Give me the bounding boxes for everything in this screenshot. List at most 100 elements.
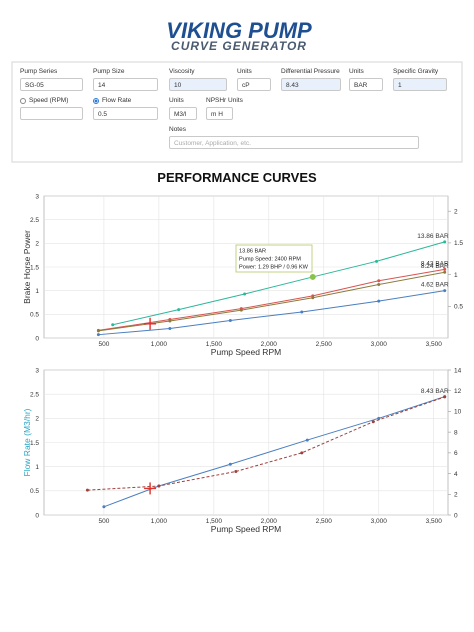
data-point xyxy=(168,327,172,331)
field-label: Pump Size xyxy=(93,68,125,75)
notes-input[interactable]: Customer, Application, etc. xyxy=(169,136,419,149)
tooltip-line: 13.86 BAR xyxy=(239,249,266,255)
data-point xyxy=(443,270,447,274)
data-point xyxy=(375,259,379,263)
y2-tick-label: 4 xyxy=(454,471,458,478)
viscosity-input[interactable]: 10 xyxy=(169,78,227,91)
y2-tick-label: 14 xyxy=(454,367,462,374)
pump-size-input[interactable]: 14 xyxy=(93,78,158,91)
y2-tick-label: 1 xyxy=(454,272,458,279)
series-label: 8.43 BAR xyxy=(421,260,449,267)
y-tick-label: 2 xyxy=(35,416,39,423)
y-tick-label: 1.5 xyxy=(30,264,39,271)
y-axis-title: Brake Horse Power xyxy=(22,230,32,304)
data-point xyxy=(377,416,381,420)
brand-logo: VIKING PUMP xyxy=(166,18,312,43)
radio-label: Speed (RPM) xyxy=(29,97,69,104)
pump-series-input[interactable]: SG-05 xyxy=(20,78,83,91)
x-tick-label: 1,500 xyxy=(206,518,223,525)
tooltip-line: Power: 1.29 BHP / 0.96 KW xyxy=(239,265,309,271)
data-point xyxy=(228,462,232,466)
y-tick-label: 0 xyxy=(35,335,39,342)
brand-subtitle: CURVE GENERATOR xyxy=(171,39,307,53)
section-title: PERFORMANCE CURVES xyxy=(157,170,317,185)
x-tick-label: 2,500 xyxy=(316,518,333,525)
series-label: 4.62 BAR xyxy=(421,282,449,289)
series-line xyxy=(98,290,445,336)
field-label: Differential Pressure xyxy=(281,68,340,75)
data-point xyxy=(443,267,447,271)
data-point xyxy=(377,283,381,287)
tooltip-line: Pump Speed: 2400 RPM xyxy=(239,257,301,263)
data-point xyxy=(377,299,381,303)
data-point xyxy=(239,308,243,312)
pressure-input[interactable]: 8.43 xyxy=(281,78,341,91)
y-tick-label: 2 xyxy=(35,241,39,248)
field-label: NPSHr Units xyxy=(206,97,243,104)
tooltip xyxy=(235,244,313,273)
data-point xyxy=(305,438,309,442)
y-tick-label: 0.5 xyxy=(30,488,39,495)
x-tick-label: 3,500 xyxy=(426,518,443,525)
speed-input[interactable] xyxy=(20,107,83,120)
x-axis-title: Pump Speed RPM xyxy=(211,347,281,357)
data-point xyxy=(85,488,89,492)
series-label: 8.24 BAR xyxy=(421,263,449,270)
data-point xyxy=(228,318,232,322)
y2-tick-label: 0.5 xyxy=(454,304,463,311)
x-tick-label: 3,000 xyxy=(371,518,388,525)
y-tick-label: 1 xyxy=(35,464,39,471)
field-label: Units xyxy=(237,68,252,75)
y-tick-label: 1 xyxy=(35,288,39,295)
data-point xyxy=(300,310,304,314)
npshr-units-select[interactable]: m H xyxy=(206,107,233,120)
specific-gravity-input[interactable]: 1 xyxy=(393,78,447,91)
flow-units-select[interactable]: M3/l xyxy=(169,107,197,120)
y-tick-label: 3 xyxy=(35,367,39,374)
data-point xyxy=(96,333,100,337)
y-tick-label: 2.5 xyxy=(30,217,39,224)
x-tick-label: 2,000 xyxy=(261,341,278,348)
x-tick-label: 1,500 xyxy=(206,341,223,348)
data-point xyxy=(111,323,115,327)
y-tick-label: 3 xyxy=(35,193,39,200)
y-tick-label: 0.5 xyxy=(30,312,39,319)
flow-rate-input[interactable]: 0.5 xyxy=(93,107,158,120)
radio-label: Flow Rate xyxy=(102,97,132,104)
data-point xyxy=(177,308,181,312)
y2-tick-label: 12 xyxy=(454,388,462,395)
data-point xyxy=(96,329,100,333)
y2-tick-label: 6 xyxy=(454,450,458,457)
field-label: Units xyxy=(349,68,364,75)
series-line xyxy=(98,268,445,331)
field-label: Units xyxy=(169,97,184,104)
data-point xyxy=(377,279,381,283)
y2-tick-label: 0 xyxy=(454,512,458,519)
x-tick-label: 3,000 xyxy=(371,341,388,348)
x-axis-title: Pump Speed RPM xyxy=(211,524,281,534)
flow-rate-radio[interactable] xyxy=(93,98,99,104)
y2-tick-label: 10 xyxy=(454,409,462,416)
x-tick-label: 1,000 xyxy=(151,341,168,348)
field-label: Notes xyxy=(169,126,186,133)
y-tick-label: 2.5 xyxy=(30,391,39,398)
data-point xyxy=(157,484,161,488)
data-point xyxy=(443,240,447,244)
series-line xyxy=(112,241,445,326)
x-tick-label: 500 xyxy=(98,341,109,348)
speed-radio[interactable] xyxy=(20,98,26,104)
x-tick-label: 500 xyxy=(98,518,109,525)
y-tick-label: 1.5 xyxy=(30,440,39,447)
pressure-units-select[interactable]: BAR xyxy=(349,78,383,91)
x-tick-label: 3,500 xyxy=(426,341,443,348)
x-tick-label: 2,500 xyxy=(316,341,333,348)
y-axis-title: Flow Rate (M3/hr) xyxy=(22,408,32,476)
field-label: Specific Gravity xyxy=(393,68,439,75)
field-label: Viscosity xyxy=(169,68,195,75)
data-point xyxy=(371,420,375,424)
y2-tick-label: 8 xyxy=(454,429,458,436)
viscosity-units-select[interactable]: cP xyxy=(237,78,271,91)
data-point xyxy=(102,505,106,509)
